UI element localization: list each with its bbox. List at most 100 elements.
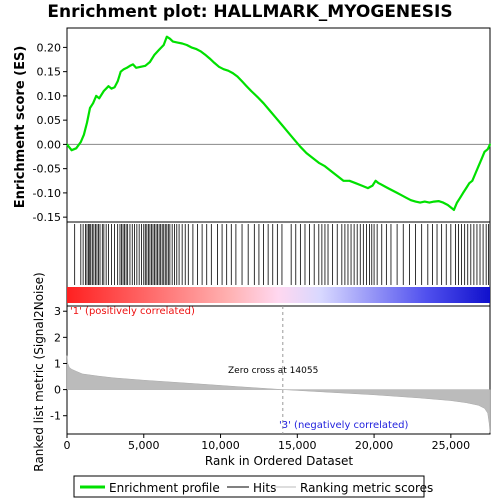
enrichment-profile-point [144,64,147,67]
enrichment-profile-point [241,80,243,83]
enrichment-profile-point [86,121,88,124]
metric-y-tick-label: -1 [50,410,61,423]
enrichment-profile-point [110,87,113,90]
enrichment-profile-point [360,184,363,187]
enrichment-profile-point [437,200,440,203]
enrichment-profile-point [107,85,110,88]
enrichment-profile-point [374,179,377,182]
x-tick-label: 10,000 [201,439,240,452]
enrichment-profile-point [168,37,171,40]
es-y-tick-label: 0.05 [37,114,62,127]
enrichment-profile-point [449,206,452,209]
enrichment-profile-point [113,86,116,89]
enrichment-profile-point [317,161,320,164]
es-y-tick-label: -0.15 [33,211,61,224]
enrichment-profile-point [405,196,408,199]
positive-correlated-label: '1' (positively correlated) [70,306,195,317]
enrichment-profile-point [222,68,225,71]
enrichment-profile-point [462,192,465,194]
enrichment-profile-point [486,148,489,151]
axes: 0.20 0.15 0.10 0.05 0.00 -0.05 -0.10 -0.15 3 2 1 0 -… [33,41,471,452]
enrichment-profile-point [172,40,174,43]
es-y-tick-label: 0.10 [37,90,62,103]
enrichment-profile-point [176,41,179,44]
enrichment-profile-point [236,75,239,78]
enrichment-profile-point [185,44,188,46]
enrichment-profile-point [474,172,477,175]
enrichment-profile-point [330,170,332,172]
x-tick-label: 0 [64,439,71,452]
metric-y-tick-label: 3 [54,305,61,318]
enrichment-profile-point [149,61,151,63]
enrichment-profile-point [471,179,474,182]
metric-y-tick-label: 0 [54,384,61,397]
enrichment-profile-point [305,152,308,155]
enrichment-profile-point [489,143,491,146]
hits-plot [67,224,490,303]
x-axis-label: Rank in Ordered Dataset [205,454,353,468]
zero-cross-label: Zero cross at 14055 [228,366,318,376]
legend: Enrichment profile Hits Ranking metric s… [73,475,433,498]
es-y-tick-label: 0.15 [37,66,62,79]
metric-y-tick-label: 1 [54,357,61,370]
es-y-tick-label: -0.05 [33,163,61,176]
es-panel-frame [66,27,491,223]
metric-axis-label: Ranked list metric (Signal2Noise) [32,272,46,471]
enrichment-profile-point [227,69,230,72]
enrichment-profile-point [287,131,289,134]
enrichment-profile-point [299,145,302,148]
enrichment-profile-point [483,150,486,153]
ranking-metric-area [66,355,491,433]
enrichment-profile-point [195,47,197,50]
enrichment-profile-point [135,66,137,69]
enrichment-profile-point [82,133,85,136]
enrichment-profile-point [342,179,345,182]
enrichment-profile-point [139,65,142,68]
es-y-tick-label: 0.20 [37,41,62,54]
negative-correlated-label: '3' (negatively correlated) [279,420,408,431]
enrichment-profile-point [162,44,165,46]
enrichment-profile-point [125,66,128,69]
enrichment-profile-point [95,95,98,97]
legend-hits-label: Hits [253,481,276,495]
enrichment-profile-point [281,124,283,126]
chart-title: Enrichment plot: HALLMARK_MYOGENESIS [47,2,453,22]
enrichment-profile-point [433,200,435,203]
enrichment-profile-point [456,201,458,204]
enrichment-profile-point [218,65,220,68]
enrichment-profile-point [311,157,314,159]
enrichment-profile-point [324,165,326,168]
enrichment-profile-point [116,80,119,83]
enrichment-profile-point [268,109,271,112]
metric-plot [66,306,491,434]
enrichment-profile-point [256,95,259,98]
enrichment-profile-point [386,187,389,189]
enrichment-profile-point [75,147,78,150]
enrichment-profile-point [102,90,105,92]
enrichment-profile-point [122,68,125,71]
enrichment-profile-point [480,158,483,160]
metric-panel-frame [66,305,491,435]
enrichment-profile-point [132,63,134,66]
enrichment-profile-point [377,182,380,185]
enrichment-profile-point [293,138,296,141]
enrichment-profile-point [391,189,394,192]
enrichment-profile-point [348,179,351,182]
enrichment-profile-point [453,208,455,211]
enrichment-profile-point [423,200,426,203]
es-plot [66,35,491,211]
legend-metric-label: Ranking metric scores [300,481,433,495]
enrichment-profile-point [371,184,374,187]
enrichment-profile-point [367,187,369,189]
enrichment-profile-point [98,97,101,100]
x-tick-label: 20,000 [355,439,394,452]
enrichment-profile-point [79,141,82,143]
enrichment-profile-point [158,48,161,51]
enrichment-profile-point [119,70,122,73]
enrichment-profile-point [400,194,403,197]
enrichment-profile-point [190,46,193,49]
enrichment-profile-point [382,184,385,187]
es-axis-label: Enrichment score (ES) [13,46,28,209]
enrichment-profile-point [245,85,248,88]
